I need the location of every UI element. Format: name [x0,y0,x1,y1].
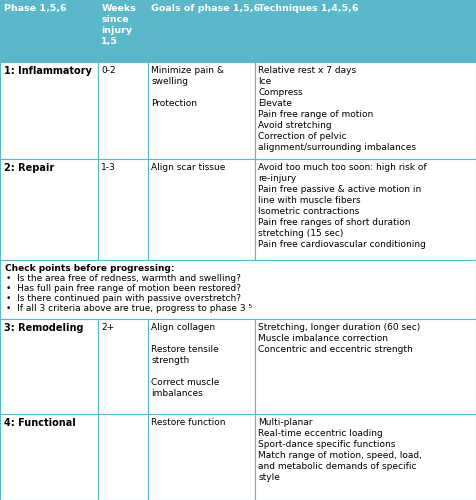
Text: Avoid too much too soon: high risk of
re-injury
Pain free passive & active motio: Avoid too much too soon: high risk of re… [258,162,427,250]
Bar [0,318,98,414]
Bar [98,158,148,260]
Text: Goals of phase 1,5,6: Goals of phase 1,5,6 [151,4,260,13]
Text: Align scar tissue: Align scar tissue [151,162,226,172]
Text: 0-2: 0-2 [101,66,116,74]
Text: •  Is there continued pain with passive overstretch?: • Is there continued pain with passive o… [6,294,241,303]
Text: Phase 1,5,6: Phase 1,5,6 [4,4,67,13]
Text: Restore function: Restore function [151,418,226,427]
Text: •  Is the area free of redness, warmth and swelling?: • Is the area free of redness, warmth an… [6,274,240,283]
Text: Techniques 1,4,5,6: Techniques 1,4,5,6 [258,4,359,13]
Bar [0,158,98,260]
Bar [255,0,476,62]
Text: 1-3: 1-3 [101,162,116,172]
Text: Relative rest x 7 days
Ice
Compress
Elevate
Pain free range of motion
Avoid stre: Relative rest x 7 days Ice Compress Elev… [258,66,416,152]
Text: Check points before progressing:: Check points before progressing: [5,264,174,273]
Text: Multi-planar
Real-time eccentric loading
Sport-dance specific functions
Match ra: Multi-planar Real-time eccentric loading… [258,418,422,482]
Text: Minimize pain &
swelling

Protection: Minimize pain & swelling Protection [151,66,224,108]
Text: 1: Inflammatory: 1: Inflammatory [4,66,92,76]
Bar [148,62,255,158]
Text: 3: Remodeling: 3: Remodeling [4,322,83,332]
Bar [255,158,476,260]
Text: Stretching, longer duration (60 sec)
Muscle imbalance correction
Concentric and : Stretching, longer duration (60 sec) Mus… [258,322,421,354]
Bar [0,0,98,62]
Bar [98,62,148,158]
Bar [98,414,148,500]
Bar [98,318,148,414]
Bar [0,62,98,158]
Text: 4: Functional: 4: Functional [4,418,76,428]
Text: Align collagen

Restore tensile
strength

Correct muscle
imbalances: Align collagen Restore tensile strength … [151,322,220,398]
Bar [148,318,255,414]
Bar [255,414,476,500]
Text: 2: Repair: 2: Repair [4,162,54,172]
Bar [0,260,476,318]
Text: Weeks
since
injury
1,5: Weeks since injury 1,5 [101,4,136,46]
Bar [148,0,255,62]
Text: 2+: 2+ [101,322,115,332]
Bar [255,62,476,158]
Bar [0,414,98,500]
Bar [98,0,148,62]
Bar [148,414,255,500]
Bar [148,158,255,260]
Text: •  If all 3 criteria above are true, progress to phase 3 ⁵: • If all 3 criteria above are true, prog… [6,304,252,312]
Bar [255,318,476,414]
Text: •  Has full pain free range of motion been restored?: • Has full pain free range of motion bee… [6,284,241,293]
